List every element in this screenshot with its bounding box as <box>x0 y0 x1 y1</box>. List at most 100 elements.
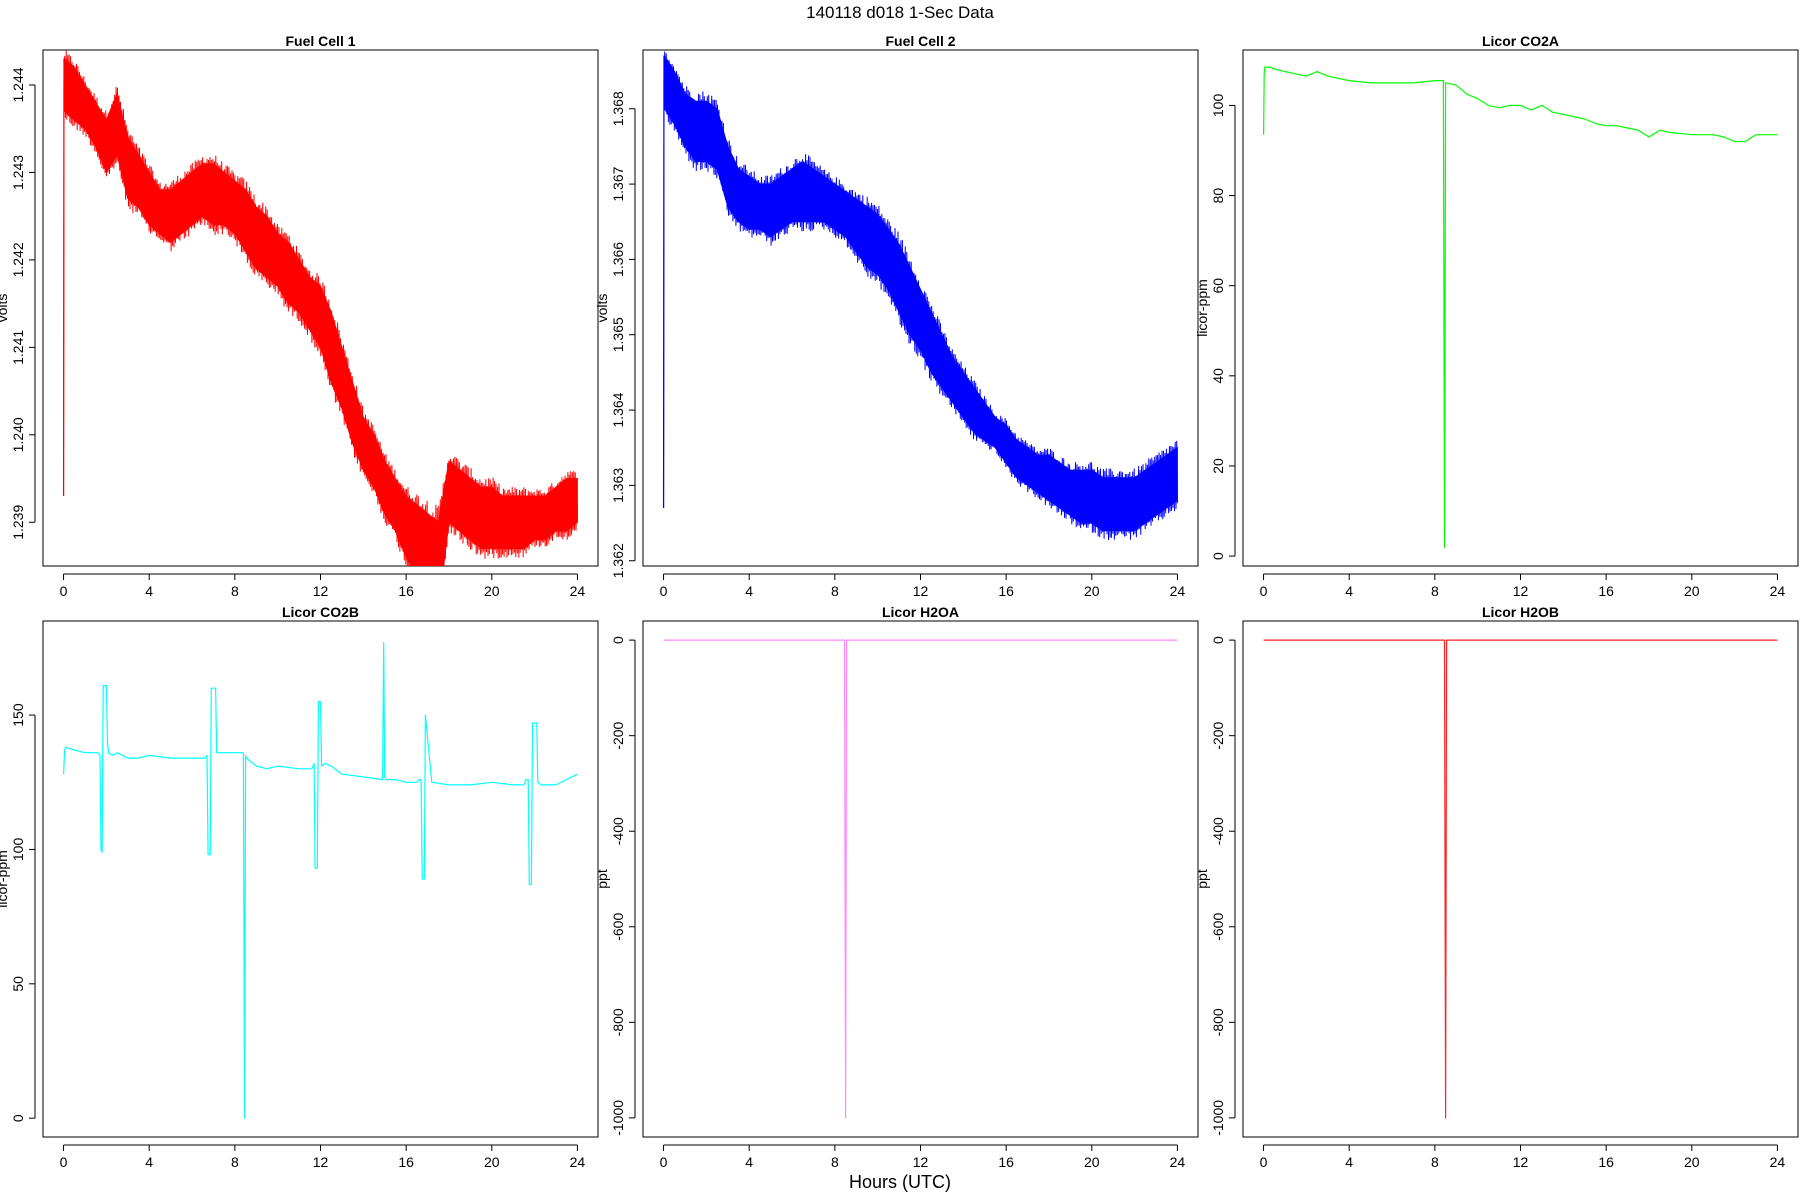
y-tick-label: 1.364 <box>610 392 626 427</box>
x-tick-label: 4 <box>745 583 753 599</box>
series-noise <box>663 51 1178 541</box>
y-axis-label: licor-ppm <box>0 850 10 908</box>
x-tick-label: 24 <box>570 583 586 599</box>
x-tick-label: 0 <box>660 583 668 599</box>
panel-title: Fuel Cell 2 <box>885 33 955 49</box>
plot-frame <box>1242 49 1799 567</box>
y-tick-label: -800 <box>610 1008 626 1036</box>
y-tick-label: 0 <box>10 1114 26 1122</box>
x-tick-label: 24 <box>570 1154 586 1170</box>
y-tick-label: 0 <box>610 636 626 644</box>
x-tick-label: 0 <box>1260 583 1268 599</box>
y-tick-label: -1000 <box>610 1100 626 1136</box>
panel-title: Licor H2OA <box>882 604 959 620</box>
plot-frame <box>642 620 1199 1138</box>
panel-h2oa: Licor H2OA 0 4 8 12 16 20 24 0 -200 -400 -600 -800 -1… <box>594 604 1199 1170</box>
x-tick-label: 4 <box>145 1154 153 1170</box>
x-tick-label: 4 <box>1345 583 1353 599</box>
x-tick-label: 16 <box>998 583 1014 599</box>
y-tick-label: 1.244 <box>10 67 26 102</box>
panel-co2a: Licor CO2A 0 4 8 12 16 20 24 0 20 40 60 80 100 licor-p… <box>1194 33 1799 599</box>
y-tick-label: 60 <box>1210 278 1226 294</box>
series-line <box>1263 639 1778 1119</box>
y-axis-label: ppt <box>1194 869 1210 889</box>
y-tick-label: 40 <box>1210 368 1226 384</box>
x-tick-label: 4 <box>1345 1154 1353 1170</box>
y-tick-label: -1000 <box>1210 1100 1226 1136</box>
y-tick-label: -400 <box>610 817 626 845</box>
y-tick-label: 50 <box>10 976 26 992</box>
x-tick-label: 0 <box>60 1154 68 1170</box>
x-tick-label: 16 <box>998 1154 1014 1170</box>
figure-xlabel: Hours (UTC) <box>849 1172 951 1192</box>
y-tick-label: 100 <box>10 838 26 862</box>
x-tick-label: 8 <box>1431 583 1439 599</box>
y-tick-label: -800 <box>1210 1008 1226 1036</box>
x-tick-label: 12 <box>313 583 329 599</box>
x-tick-label: 0 <box>1260 1154 1268 1170</box>
x-tick-label: 12 <box>313 1154 329 1170</box>
x-tick-label: 12 <box>1513 1154 1529 1170</box>
data-series <box>62 50 578 566</box>
y-tick-label: -400 <box>1210 817 1226 845</box>
y-tick-label: 1.365 <box>610 317 626 352</box>
y-tick-label: -200 <box>1210 721 1226 749</box>
y-tick-label: 0 <box>1210 552 1226 560</box>
x-tick-label: 24 <box>1770 583 1786 599</box>
x-tick-label: 20 <box>1684 583 1700 599</box>
plot-frame <box>42 49 599 567</box>
data-series <box>663 639 1178 1119</box>
y-tick-label: 1.363 <box>610 468 626 503</box>
y-tick-label: 1.366 <box>610 242 626 277</box>
x-tick-label: 20 <box>484 1154 500 1170</box>
figure-title: 140118 d018 1-Sec Data <box>806 3 994 22</box>
y-axis-label: licor-ppm <box>1194 279 1210 337</box>
panel-co2b: Licor CO2B 0 4 8 12 16 20 24 0 50 100 150 licor-ppm <box>0 604 599 1170</box>
data-series <box>1263 639 1778 1119</box>
y-tick-label: 1.241 <box>10 330 26 365</box>
panel-title: Licor H2OB <box>1482 604 1559 620</box>
y-tick-label: 1.239 <box>10 505 26 540</box>
y-tick-label: 1.243 <box>10 155 26 190</box>
y-axis-label: volts <box>0 294 10 323</box>
y-tick-label: 150 <box>10 703 26 727</box>
panel-title: Licor CO2B <box>282 604 359 620</box>
x-tick-label: 8 <box>231 1154 239 1170</box>
x-tick-label: 16 <box>1598 1154 1614 1170</box>
y-tick-label: 100 <box>1210 94 1226 118</box>
x-tick-label: 4 <box>145 583 153 599</box>
x-tick-label: 24 <box>1170 1154 1186 1170</box>
y-tick-label: 1.368 <box>610 91 626 126</box>
series-line <box>1263 66 1778 548</box>
y-axis-label: ppt <box>594 869 610 889</box>
y-tick-label: 1.240 <box>10 417 26 452</box>
series-line <box>63 641 578 1119</box>
data-series <box>662 51 1178 541</box>
x-tick-label: 8 <box>231 583 239 599</box>
y-tick-label: 1.367 <box>610 166 626 201</box>
x-tick-label: 20 <box>1084 583 1100 599</box>
x-tick-label: 12 <box>913 583 929 599</box>
y-tick-label: 1.362 <box>610 543 626 578</box>
x-tick-label: 24 <box>1770 1154 1786 1170</box>
y-tick-label: 80 <box>1210 188 1226 204</box>
y-tick-label: -600 <box>610 913 626 941</box>
y-tick-label: 0 <box>1210 636 1226 644</box>
data-series <box>63 641 578 1119</box>
panel-fc2: Fuel Cell 2 0 4 8 12 16 20 24 1.362 1.363 1.364 1.3… <box>594 33 1199 599</box>
x-tick-label: 20 <box>1084 1154 1100 1170</box>
x-tick-label: 12 <box>913 1154 929 1170</box>
x-tick-label: 20 <box>1684 1154 1700 1170</box>
x-tick-label: 0 <box>660 1154 668 1170</box>
series-line <box>663 639 1178 1119</box>
y-axis-label: volts <box>594 294 610 323</box>
panel-title: Licor CO2A <box>1482 33 1559 49</box>
x-tick-label: 20 <box>484 583 500 599</box>
x-tick-label: 24 <box>1170 583 1186 599</box>
panel-h2ob: Licor H2OB 0 4 8 12 16 20 24 0 -200 -400 -600 -800 -1… <box>1194 604 1799 1170</box>
x-tick-label: 12 <box>1513 583 1529 599</box>
x-tick-label: 16 <box>398 1154 414 1170</box>
y-tick-label: -200 <box>610 721 626 749</box>
